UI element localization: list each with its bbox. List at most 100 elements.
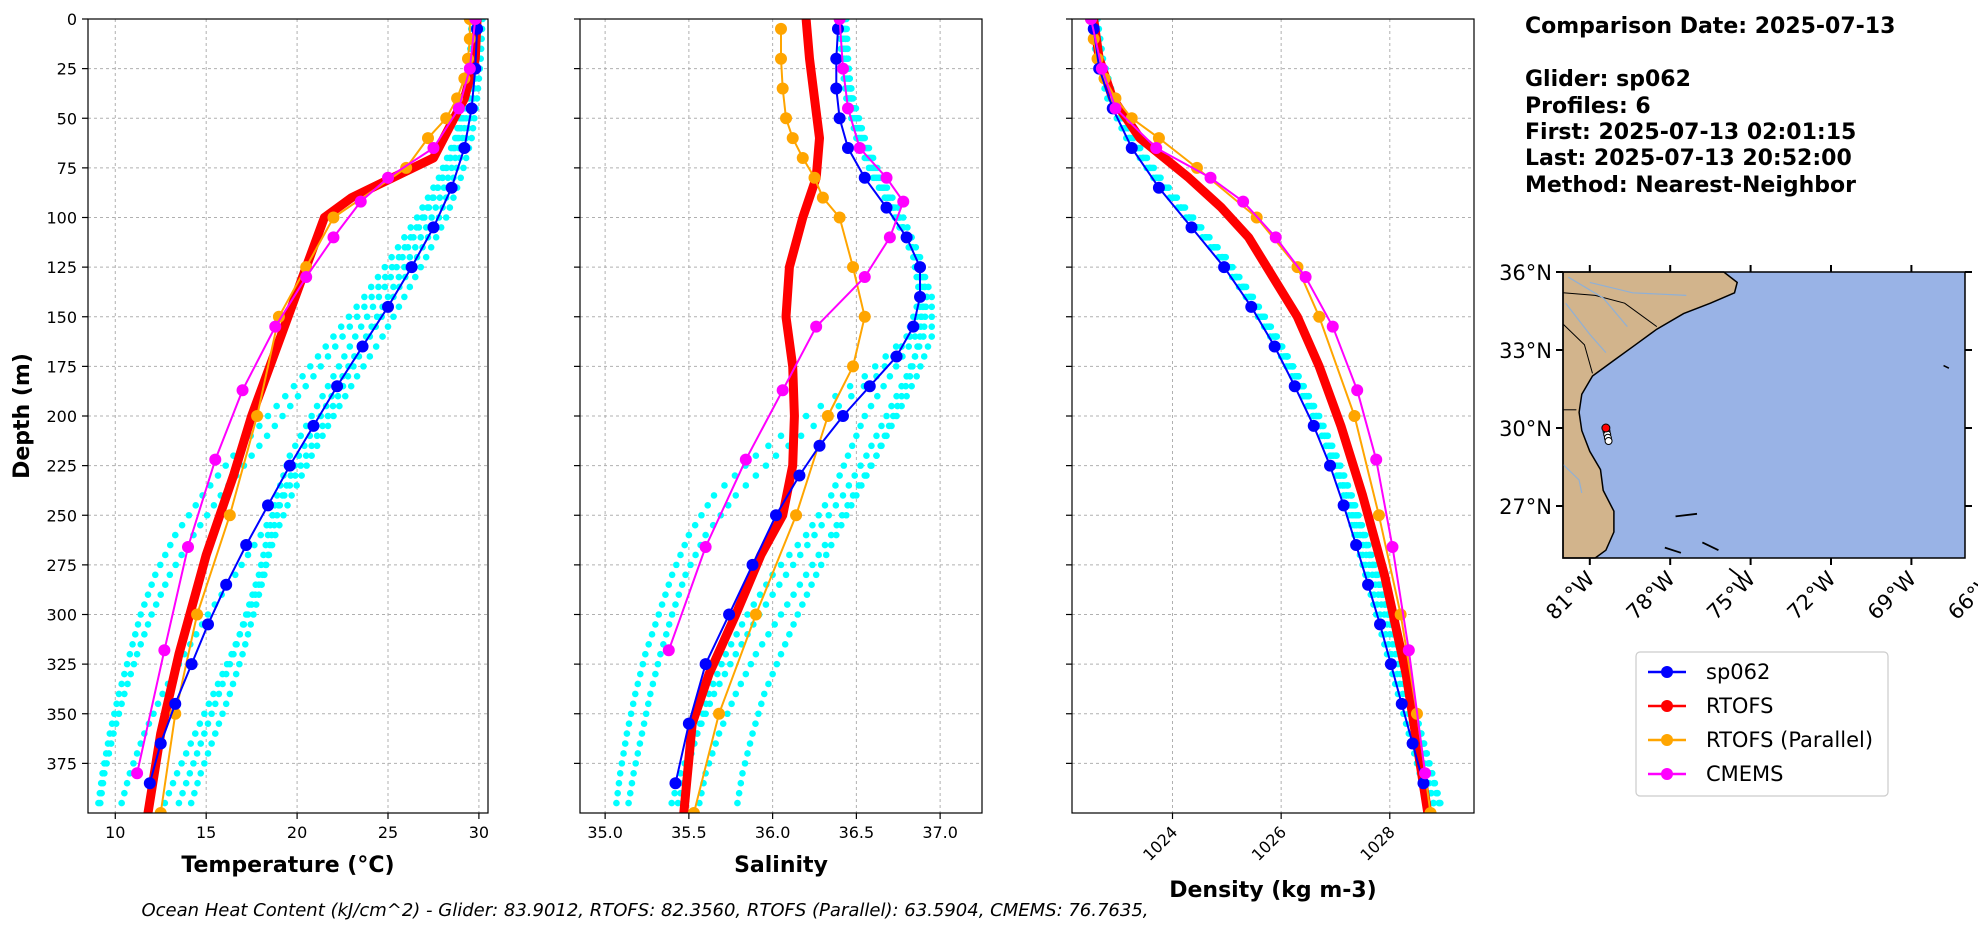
glider-profile-point — [911, 333, 919, 340]
glider-profile-point — [173, 770, 181, 777]
y-tick-label: 0 — [67, 10, 77, 29]
series-marker — [445, 181, 458, 194]
glider-location-marker — [1601, 423, 1611, 433]
glider-profile-point — [313, 402, 321, 410]
series-marker — [842, 102, 854, 115]
glider-profile-point — [310, 373, 317, 380]
glider-profile-point — [96, 799, 104, 807]
glider-profile-point — [882, 353, 889, 360]
glider-profile-point — [642, 650, 649, 658]
glider-profile-point — [790, 621, 797, 628]
series-marker — [858, 271, 871, 284]
glider-profile-point — [118, 799, 125, 807]
series-marker — [1204, 171, 1217, 184]
glider-profile-point — [1426, 760, 1433, 767]
series-marker — [240, 539, 253, 552]
glider-profile-point — [752, 472, 760, 479]
glider-profile-point — [677, 551, 684, 559]
glider-profile-point — [629, 700, 637, 708]
glider-profile-point — [734, 799, 741, 807]
series-marker — [687, 807, 700, 813]
series-marker — [739, 453, 752, 466]
series-marker — [776, 384, 789, 397]
glider-profile-point — [836, 472, 843, 479]
glider-profile-point — [401, 243, 409, 251]
glider-profile-point — [832, 502, 840, 509]
glider-profile-point — [868, 462, 875, 469]
glider-profile-point — [1366, 551, 1374, 559]
glider-profile-point — [166, 571, 174, 579]
series-marker — [1362, 578, 1375, 591]
glider-profile-point — [1202, 234, 1209, 241]
glider-profile-point — [284, 502, 291, 509]
glider-profile-point — [710, 492, 718, 499]
glider-profile-point — [437, 224, 445, 231]
glider-profile-point — [196, 720, 204, 727]
glider-profile-point — [724, 710, 731, 718]
series-marker — [283, 459, 296, 472]
glider-profile-point — [657, 650, 664, 658]
series-line — [674, 27, 921, 785]
series-marker — [1109, 102, 1122, 115]
glider-profile-point — [211, 700, 219, 708]
series-marker — [699, 541, 712, 554]
glider-profile-point — [1240, 283, 1247, 291]
glider-profile-point — [1323, 432, 1331, 440]
glider-profile-point — [885, 422, 893, 430]
glider-profile-point — [883, 412, 890, 420]
glider-profile-point — [874, 392, 881, 400]
glider-profile-point — [424, 194, 432, 201]
series-marker — [191, 608, 204, 621]
glider-profile-point — [154, 700, 162, 708]
glider-profile-point — [324, 353, 332, 360]
series-marker — [1419, 767, 1432, 780]
glider-profile-point — [762, 462, 770, 469]
glider-profile-point — [710, 690, 718, 698]
glider-profile-point — [804, 541, 811, 549]
glider-profile-point — [1169, 194, 1176, 201]
glider-profile-point — [407, 234, 415, 241]
glider-profile-point — [353, 313, 361, 321]
glider-profile-point — [357, 323, 365, 330]
series-marker — [793, 469, 806, 482]
glider-profile-point — [1347, 492, 1354, 499]
glider-profile-point — [413, 214, 421, 221]
series-marker — [1348, 410, 1361, 422]
glider-profile-point — [1177, 204, 1184, 211]
glider-profile-point — [817, 402, 825, 410]
glider-profile-point — [193, 750, 201, 757]
glider-profile-point — [906, 373, 914, 380]
glider-profile-point — [796, 551, 804, 559]
glider-profile-point — [436, 194, 444, 201]
glider-profile-point — [627, 710, 635, 718]
glider-profile-point — [620, 750, 627, 757]
series-marker — [816, 191, 829, 204]
series-marker — [300, 271, 313, 284]
glider-profile-point — [344, 373, 352, 380]
glider-profile-point — [853, 114, 860, 122]
glider-profile-point — [863, 472, 870, 479]
lon-tick-label: 72°W — [1783, 566, 1841, 624]
series-marker — [847, 261, 860, 274]
glider-profile-point — [223, 660, 231, 668]
glider-profile-point — [118, 680, 125, 688]
glider-profile-point — [268, 541, 276, 549]
glider-profile-point — [276, 502, 284, 509]
glider-profile-point — [98, 789, 105, 797]
glider-profile-1 — [674, 19, 931, 807]
glider-profile-point — [144, 591, 152, 598]
glider-profile-point — [863, 452, 870, 460]
glider-profile-point — [232, 640, 240, 648]
glider-profile-point — [845, 482, 853, 489]
glider-profile-point — [1233, 273, 1240, 281]
glider-profile-point — [406, 253, 414, 261]
series-marker — [1417, 777, 1430, 790]
glider-profile-point — [844, 452, 852, 460]
glider-profile-point — [219, 680, 226, 688]
glider-profile-point — [892, 363, 900, 370]
glider-profile-point — [776, 581, 783, 589]
glider-profile-point — [204, 720, 212, 727]
glider-profile-point — [758, 700, 765, 708]
glider-profile-point — [123, 660, 131, 668]
glider-profile-point — [141, 601, 148, 608]
